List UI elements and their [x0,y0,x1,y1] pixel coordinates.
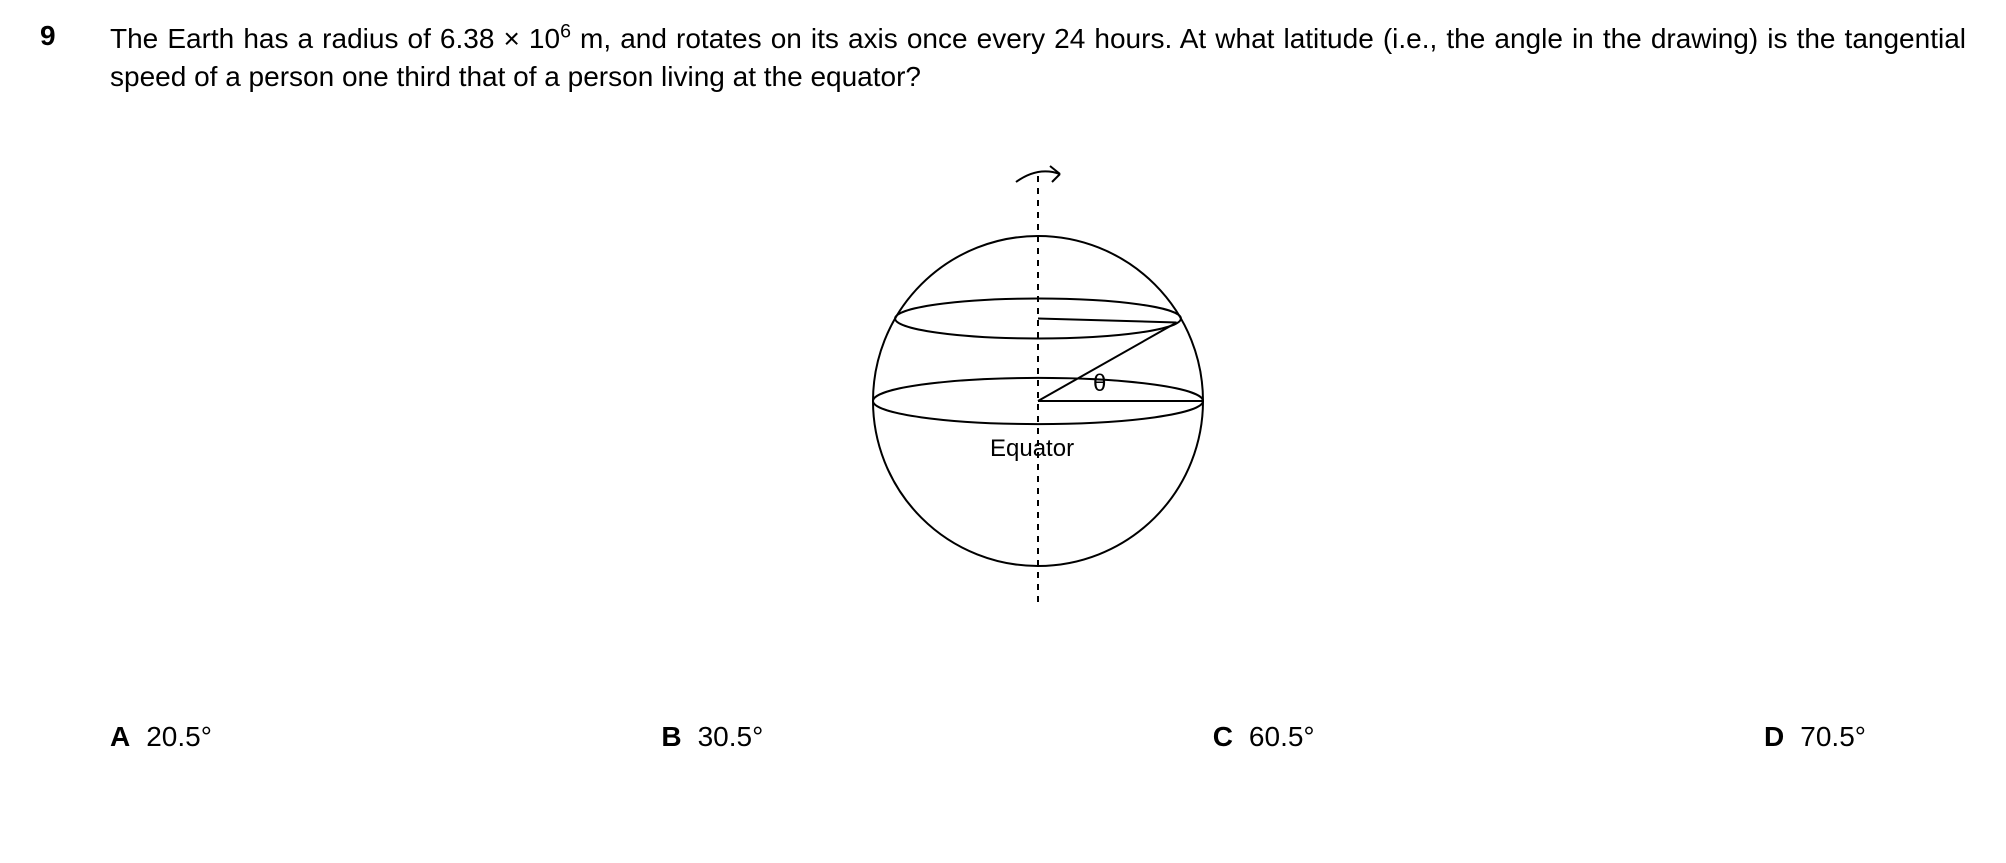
option-value: 70.5° [1800,721,1866,753]
diagram-container: θ Equator [110,121,1966,681]
question-text: The Earth has a radius of 6.38 × 106 m, … [110,20,1966,96]
option-a: A 20.5° [110,721,212,753]
option-letter: C [1213,721,1233,753]
option-letter: B [661,721,681,753]
option-b: B 30.5° [661,721,763,753]
svg-text:Equator: Equator [990,435,1074,462]
earth-diagram: θ Equator [828,121,1248,681]
option-letter: D [1764,721,1784,753]
option-value: 60.5° [1249,721,1315,753]
question-exponent: 6 [560,21,571,43]
question-content: The Earth has a radius of 6.38 × 106 m, … [110,20,1966,753]
option-value: 30.5° [698,721,764,753]
option-c: C 60.5° [1213,721,1315,753]
question-text-part1: The Earth has a radius of 6.38 × 10 [110,23,560,54]
option-value: 20.5° [146,721,212,753]
question-block: 9 The Earth has a radius of 6.38 × 106 m… [40,20,1966,753]
options-row: A 20.5° B 30.5° C 60.5° D 70.5° [110,721,1966,753]
svg-text:θ: θ [1093,370,1106,397]
option-d: D 70.5° [1764,721,1866,753]
question-number: 9 [40,20,80,52]
option-letter: A [110,721,130,753]
